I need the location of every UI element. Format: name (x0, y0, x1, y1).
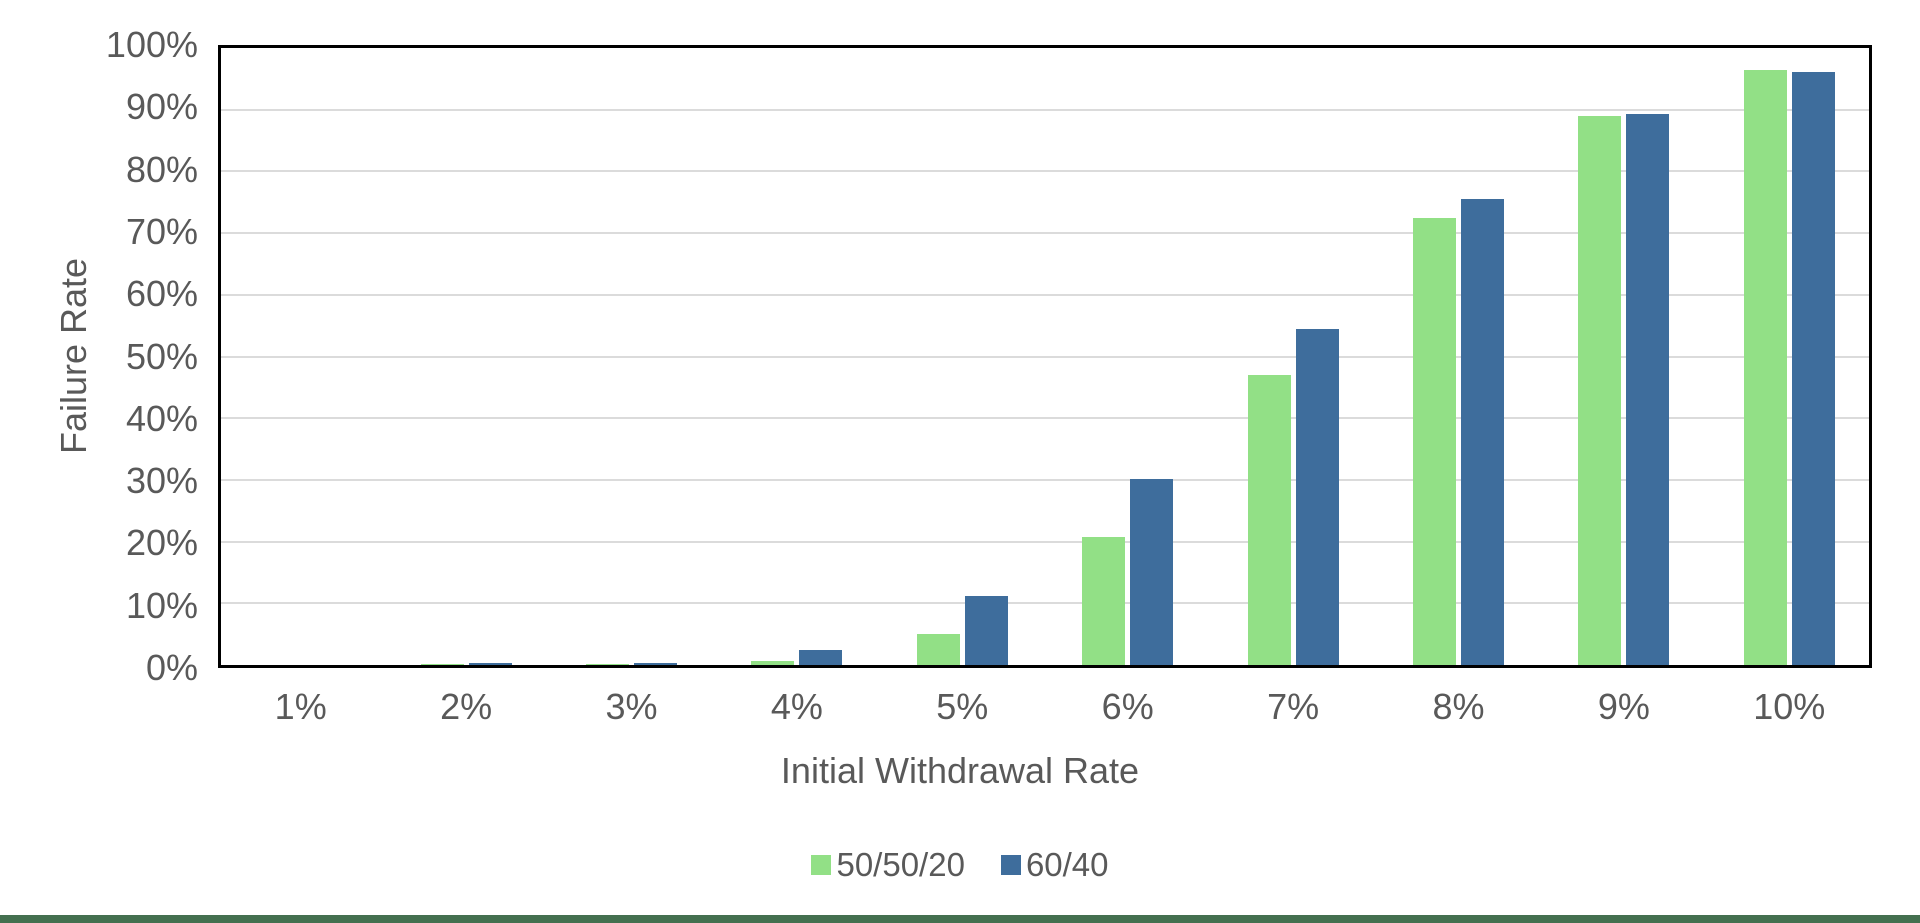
x-axis-tick-label: 10% (1753, 686, 1826, 727)
legend: 50/50/20 60/40 (0, 846, 1920, 884)
bar-60-40-9pct (1626, 114, 1670, 665)
y-axis-title: Failure Rate (53, 257, 94, 455)
plot-area (218, 45, 1872, 668)
y-axis-tick-label: 70% (125, 210, 198, 252)
bar-60-40-6pct (1130, 478, 1174, 665)
y-axis-tick-label: 100% (105, 24, 198, 65)
legend-item: 60/40 (1000, 846, 1109, 884)
x-axis-tick-label: 1% (274, 686, 327, 727)
x-axis-tick-label: 9% (1597, 686, 1650, 727)
bottom-accent-bar (0, 915, 1920, 923)
y-axis-tick-label: 0% (145, 647, 198, 688)
gridline (221, 355, 1869, 358)
legend-swatch-icon (811, 855, 832, 875)
x-axis-tick-label: 2% (440, 686, 493, 727)
y-axis-tick-label: 80% (125, 148, 198, 190)
gridline (221, 293, 1869, 296)
bar-60-40-7pct (1295, 328, 1339, 665)
gridline (221, 417, 1869, 420)
bar-60-40-8pct (1461, 199, 1504, 665)
gridline (221, 108, 1869, 111)
x-axis-tick-label: 8% (1432, 686, 1485, 727)
x-axis-tick-label: 3% (605, 686, 658, 727)
gridline (221, 602, 1869, 605)
x-axis-tick-label: 5% (936, 686, 989, 727)
legend-item: 50/50/20 (811, 846, 965, 884)
bar-60-40-10pct (1791, 72, 1835, 665)
bar-50-50-20-10pct (1743, 69, 1787, 665)
gridline (221, 170, 1869, 173)
legend-swatch-icon (1000, 855, 1021, 875)
x-axis-tick-label: 4% (770, 686, 823, 727)
y-axis-tick-label: 50% (125, 335, 198, 377)
y-axis-tick-label: 30% (125, 460, 198, 502)
legend-label: 60/40 (1025, 846, 1109, 883)
y-axis-tick-label: 20% (125, 522, 198, 564)
bar-60-40-3pct (634, 662, 677, 665)
bar-50-50-20-3pct (586, 663, 629, 665)
bar-50-50-20-4pct (751, 660, 795, 665)
x-axis-tick-label: 7% (1267, 686, 1320, 727)
legend-label: 50/50/20 (836, 846, 965, 883)
bar-50-50-20-2pct (420, 664, 464, 665)
bar-60-40-2pct (468, 663, 512, 665)
y-axis-tick-label: 90% (125, 86, 198, 128)
bar-50-50-20-8pct (1413, 217, 1456, 665)
bar-50-50-20-6pct (1082, 536, 1126, 665)
y-axis-tick-label: 60% (125, 273, 198, 315)
bar-60-40-4pct (799, 650, 843, 665)
gridline (221, 232, 1869, 235)
gridline (221, 540, 1869, 543)
bar-60-40-5pct (964, 595, 1008, 665)
bar-50-50-20-9pct (1578, 115, 1622, 665)
bar-50-50-20-5pct (916, 634, 960, 665)
gridline (221, 478, 1869, 481)
y-axis-tick-label: 10% (125, 584, 198, 626)
y-axis-tick-label: 40% (125, 397, 198, 439)
bar-50-50-20-7pct (1247, 375, 1291, 665)
x-axis-tick-label: 6% (1101, 686, 1154, 727)
x-axis-title: Initial Withdrawal Rate (780, 750, 1140, 791)
